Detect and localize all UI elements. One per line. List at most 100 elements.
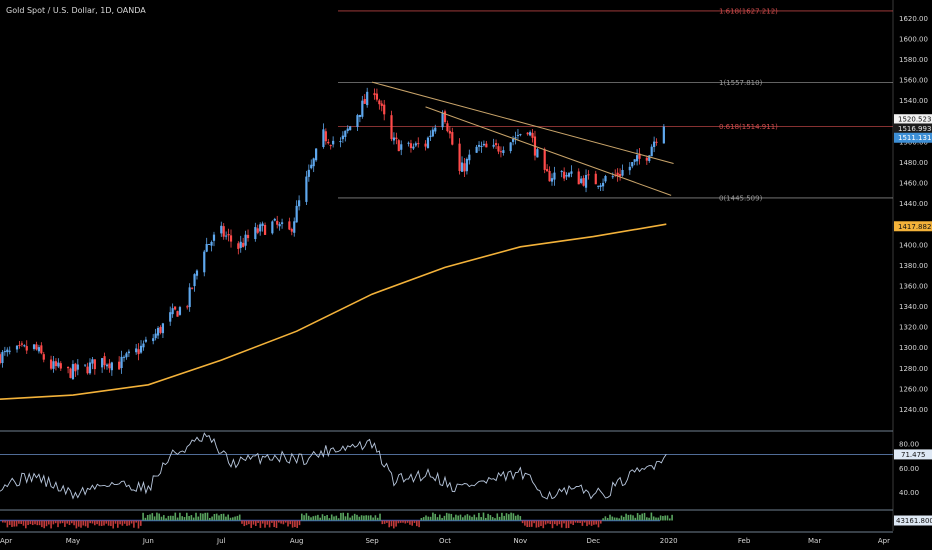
- histogram-bar: [303, 515, 305, 521]
- candle-body: [392, 137, 396, 141]
- histogram-bar: [498, 516, 501, 521]
- histogram-bar: [600, 520, 602, 524]
- candle-body: [458, 143, 461, 171]
- histogram-bar: [330, 514, 333, 521]
- histogram-bar: [130, 520, 133, 524]
- candle-body: [108, 363, 111, 369]
- histogram-bar: [363, 515, 365, 521]
- histogram-bar: [282, 520, 285, 525]
- histogram-bar: [183, 516, 186, 521]
- candle-body: [463, 163, 466, 172]
- candle-body: [86, 366, 89, 374]
- price-axis[interactable]: 1240.00 1260.00 1280.00 1300.00 1320.00 1340.…: [899, 15, 928, 414]
- histogram-bar: [48, 520, 50, 525]
- histogram-bar: [156, 512, 158, 521]
- fibonacci-levels: 1.618(1627.212) 1(1557.810) 0.618(1514.911…: [338, 7, 893, 202]
- histogram-bar: [521, 520, 524, 524]
- histogram-bar: [321, 514, 324, 521]
- candle-body: [480, 146, 483, 148]
- histogram-bar: [508, 514, 510, 521]
- histogram-bar: [526, 520, 528, 528]
- histogram-bar: [59, 520, 62, 524]
- time-axis[interactable]: Apr May Jun Jul Aug Sep Oct Nov Dec 2020 Feb Mar Apr: [0, 537, 890, 545]
- histogram-bar: [82, 520, 85, 526]
- histogram-bar: [448, 513, 450, 521]
- histogram-bar: [153, 516, 156, 521]
- candle-body: [441, 112, 444, 128]
- candle-body: [621, 170, 624, 176]
- histogram-bar: [554, 520, 556, 525]
- candle-body: [310, 164, 313, 169]
- histogram-bar: [22, 520, 25, 526]
- candle-body: [312, 158, 315, 167]
- candle-body: [307, 169, 310, 177]
- histogram-bar: [324, 515, 326, 521]
- histogram-bar: [278, 520, 280, 523]
- histogram-bar: [68, 520, 71, 526]
- histogram-bar: [45, 520, 48, 527]
- candle-body: [74, 363, 77, 372]
- candle-body: [599, 185, 602, 187]
- histogram-bar: [464, 515, 466, 521]
- candle-body: [139, 345, 143, 353]
- candle-body: [492, 144, 495, 147]
- candle-body: [412, 146, 415, 149]
- candle-body: [122, 356, 126, 358]
- rsi-pane: 40.00 60.00 80.00 71.475: [0, 432, 932, 500]
- histogram-bar: [123, 520, 126, 524]
- histogram-bar: [365, 515, 367, 521]
- candle-body: [244, 234, 247, 246]
- candle-body: [322, 129, 325, 148]
- candle-body: [288, 221, 291, 230]
- histogram-bar: [422, 517, 425, 521]
- candle-body: [76, 364, 79, 370]
- candle-body: [1, 352, 4, 364]
- histogram-bar: [659, 515, 662, 521]
- histogram-bar: [501, 512, 503, 521]
- histogram-bar: [190, 515, 193, 521]
- histogram-bar: [250, 520, 252, 528]
- candle-body: [499, 151, 503, 153]
- candle-body: [516, 135, 520, 137]
- histogram-bar: [485, 517, 487, 521]
- histogram-bar: [245, 520, 248, 526]
- fib-level-label: 1.618(1627.212): [719, 7, 778, 15]
- price-tick-label: 1480.00: [899, 159, 928, 167]
- histogram-bar: [229, 517, 232, 521]
- candle-body: [239, 241, 242, 248]
- histogram-bar: [335, 515, 338, 521]
- histogram-bar: [386, 520, 388, 523]
- candle-body: [261, 223, 264, 226]
- candle-body: [161, 323, 165, 334]
- candle-body: [110, 362, 113, 371]
- histogram-bar: [36, 520, 39, 526]
- histogram-bar: [671, 514, 673, 521]
- candle-body: [645, 157, 648, 161]
- candle-body: [242, 242, 245, 247]
- histogram-bar: [475, 517, 478, 521]
- histogram-bar: [669, 518, 671, 521]
- histogram-bar: [404, 520, 407, 524]
- histogram-bar: [2, 520, 4, 523]
- histogram-value-tag: 43161.800: [896, 517, 932, 525]
- histogram-bar: [402, 520, 404, 523]
- histogram-bar: [648, 517, 650, 521]
- histogram-bar: [225, 516, 227, 521]
- histogram-bar: [457, 515, 459, 521]
- candle-body: [429, 135, 432, 138]
- candle-body: [424, 143, 427, 147]
- histogram-bar: [489, 515, 492, 521]
- histogram-bar: [34, 520, 36, 525]
- candle-body: [526, 132, 529, 135]
- histogram-bar: [160, 516, 163, 521]
- candle-body: [173, 306, 177, 310]
- price-tick-label: 1540.00: [899, 97, 928, 105]
- candle-body: [426, 137, 430, 148]
- histogram-bar: [54, 520, 57, 524]
- histogram-bar: [494, 518, 496, 521]
- histogram-bar: [135, 520, 137, 523]
- candle-body: [380, 103, 383, 106]
- candle-body: [295, 205, 298, 223]
- candle-body: [193, 274, 196, 287]
- fib-level-label: 0.618(1514.911): [719, 123, 778, 131]
